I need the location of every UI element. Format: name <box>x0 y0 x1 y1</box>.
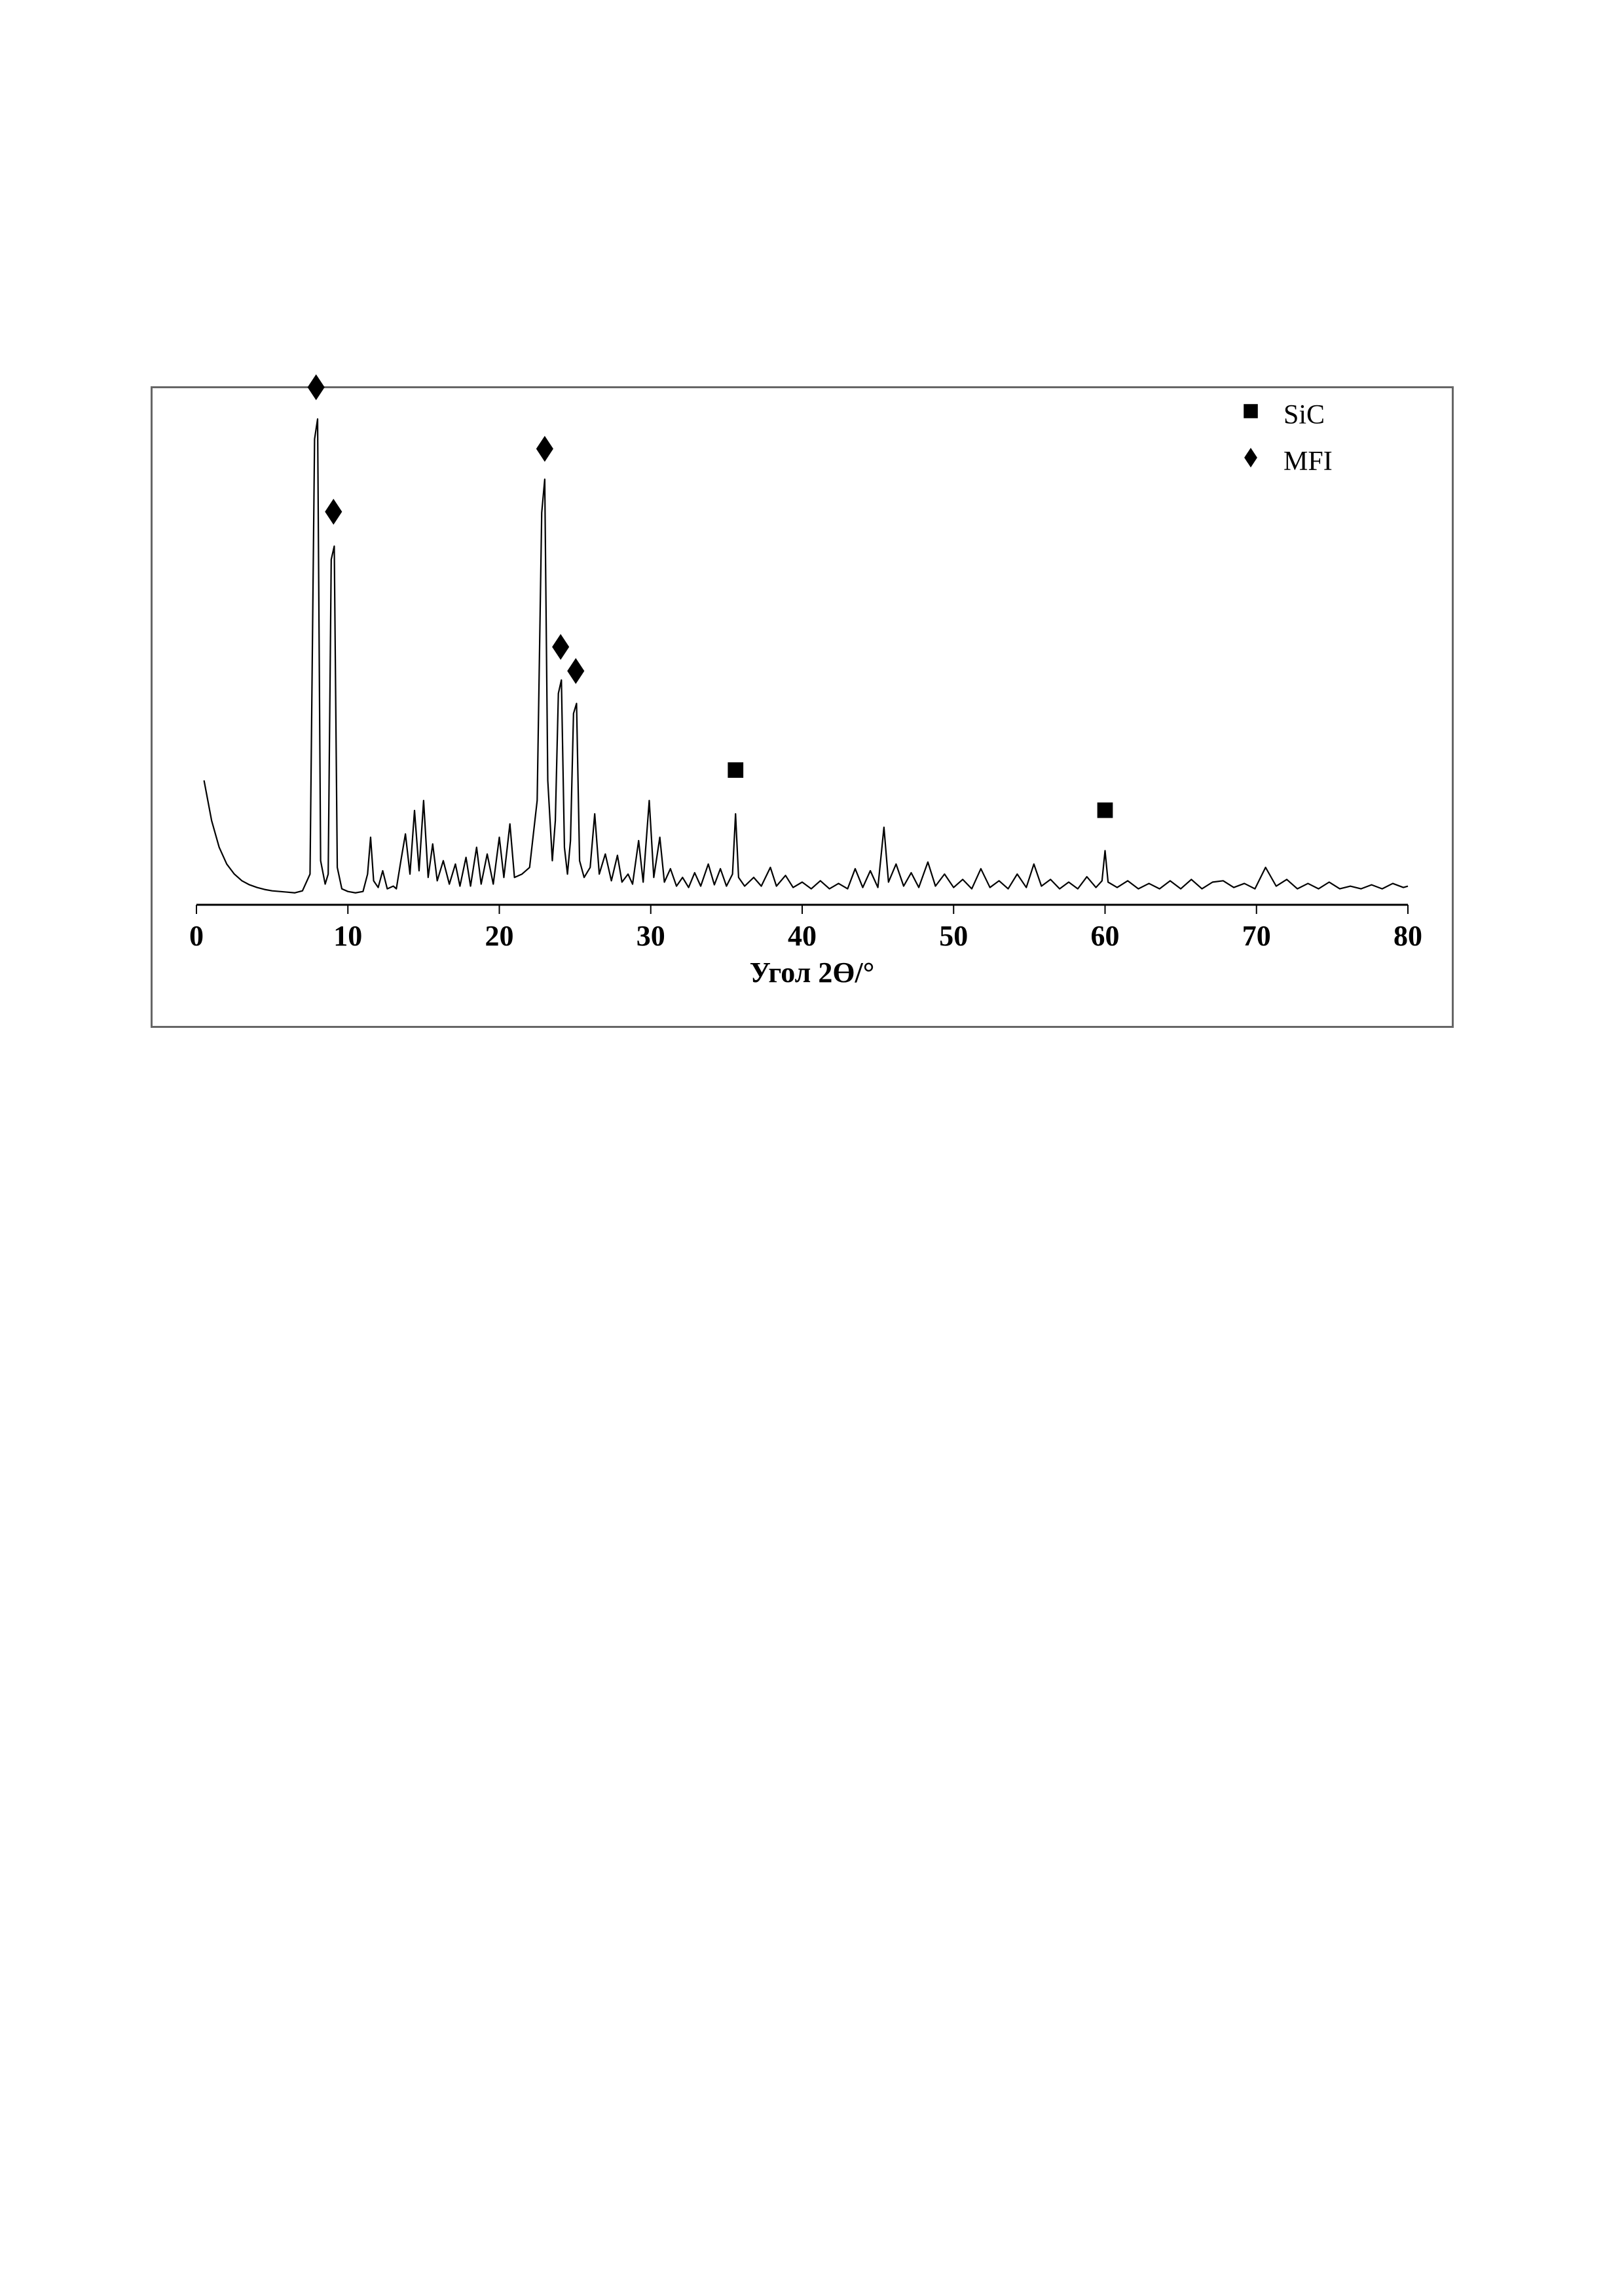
x-tick-label: 70 <box>1242 919 1271 953</box>
x-tick-label: 10 <box>333 919 362 953</box>
page: 0 10 20 30 40 50 60 70 80 Угол 2Ө/° SiC MFI <box>0 0 1624 2296</box>
legend-item: MFI <box>1238 445 1333 478</box>
legend-label: SiC <box>1283 399 1325 431</box>
legend: SiC MFI <box>1238 398 1333 491</box>
x-tick-label: 80 <box>1393 919 1422 953</box>
diamond-icon <box>1238 445 1264 478</box>
x-axis-label: Угол 2Ө/° <box>681 956 943 989</box>
square-icon <box>1238 398 1264 431</box>
x-tick-label: 60 <box>1091 919 1120 953</box>
x-tick-label: 50 <box>939 919 968 953</box>
x-tick-label: 30 <box>637 919 665 953</box>
legend-label: MFI <box>1283 446 1333 477</box>
x-tick-label: 0 <box>189 919 204 953</box>
xrd-plot <box>196 406 1408 917</box>
legend-item: SiC <box>1238 398 1333 431</box>
x-tick-label: 20 <box>485 919 514 953</box>
x-tick-label: 40 <box>788 919 817 953</box>
